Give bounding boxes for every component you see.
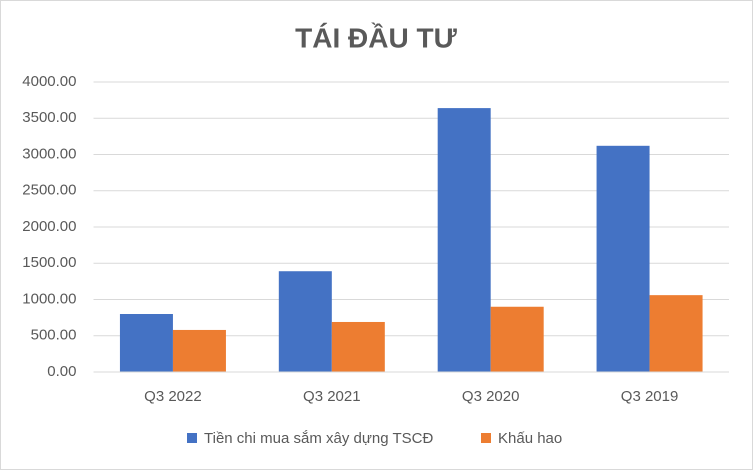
y-tick-label: 500.00 — [31, 327, 77, 344]
bar — [172, 329, 226, 372]
bar — [596, 145, 650, 372]
chart-title: TÁI ĐẦU TƯ — [295, 22, 457, 53]
legend-label: Tiền chi mua sắm xây dựng TSCĐ — [204, 430, 433, 447]
y-tick-label: 1000.00 — [22, 290, 76, 307]
x-tick-label: Q3 2021 — [303, 388, 361, 405]
legend-swatch — [481, 433, 491, 443]
legend-label: Khấu hao — [498, 430, 562, 447]
bar — [490, 306, 544, 372]
bar — [649, 295, 703, 372]
x-tick-label: Q3 2019 — [621, 388, 679, 405]
bar — [119, 314, 173, 372]
x-tick-label: Q3 2020 — [462, 388, 520, 405]
bar — [331, 321, 385, 372]
legend-swatch — [187, 433, 197, 443]
y-tick-label: 2500.00 — [22, 182, 76, 199]
bar — [278, 271, 332, 372]
y-tick-label: 3000.00 — [22, 145, 76, 162]
x-tick-label: Q3 2022 — [144, 388, 202, 405]
y-tick-label: 1500.00 — [22, 254, 76, 271]
y-tick-label: 0.00 — [47, 363, 76, 380]
y-tick-label: 4000.00 — [22, 73, 76, 90]
y-tick-label: 3500.00 — [22, 109, 76, 126]
bar — [437, 108, 491, 372]
y-tick-label: 2000.00 — [22, 218, 76, 235]
